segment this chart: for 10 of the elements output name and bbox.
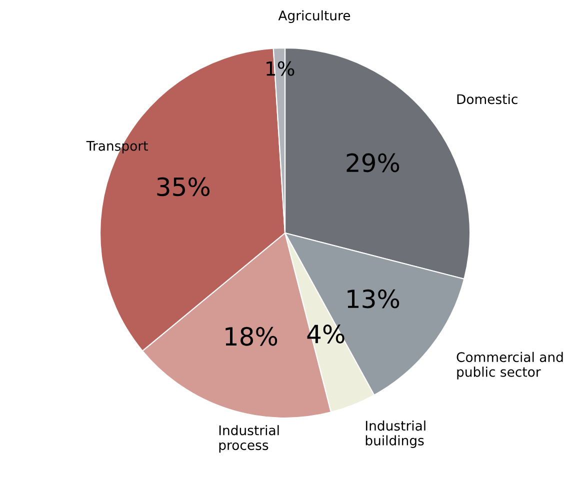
slice-label: Domestic (457, 94, 518, 104)
slice-label: Commercial and public sector (456, 352, 563, 380)
data-label: 35% (157, 177, 210, 196)
slice-label: Industrial process (219, 425, 279, 453)
data-label: 18% (226, 326, 278, 346)
data-label: 4% (307, 324, 344, 344)
data-label: 13% (348, 289, 400, 308)
slice-label: Industrial buildings (366, 420, 426, 448)
data-label: 29% (346, 153, 400, 172)
slice-label: Agriculture (278, 10, 350, 24)
